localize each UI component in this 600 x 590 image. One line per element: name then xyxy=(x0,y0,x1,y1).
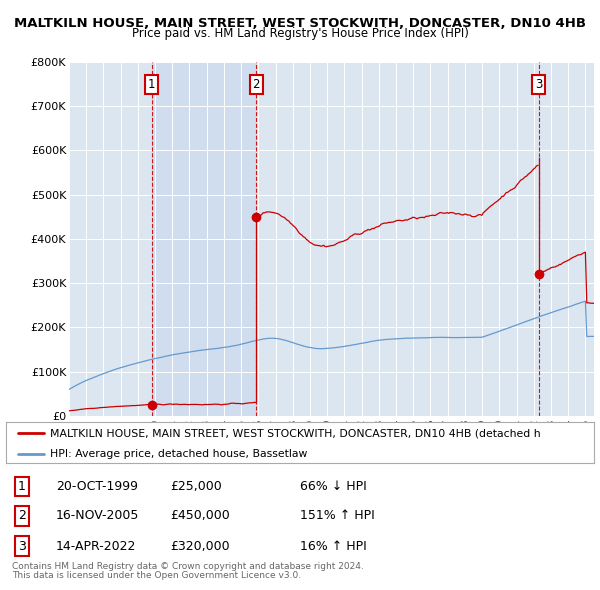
Text: Contains HM Land Registry data © Crown copyright and database right 2024.: Contains HM Land Registry data © Crown c… xyxy=(12,562,364,571)
Text: 1: 1 xyxy=(148,77,155,91)
Text: MALTKILN HOUSE, MAIN STREET, WEST STOCKWITH, DONCASTER, DN10 4HB: MALTKILN HOUSE, MAIN STREET, WEST STOCKW… xyxy=(14,17,586,30)
Text: 66% ↓ HPI: 66% ↓ HPI xyxy=(300,480,367,493)
Text: Price paid vs. HM Land Registry's House Price Index (HPI): Price paid vs. HM Land Registry's House … xyxy=(131,27,469,40)
Text: 20-OCT-1999: 20-OCT-1999 xyxy=(56,480,138,493)
Text: £25,000: £25,000 xyxy=(170,480,223,493)
Text: 1: 1 xyxy=(18,480,26,493)
Text: 16% ↑ HPI: 16% ↑ HPI xyxy=(300,539,367,553)
Text: 14-APR-2022: 14-APR-2022 xyxy=(56,539,136,553)
Text: 2: 2 xyxy=(253,77,260,91)
Text: 2: 2 xyxy=(18,509,26,523)
Text: 151% ↑ HPI: 151% ↑ HPI xyxy=(300,509,375,523)
Text: £450,000: £450,000 xyxy=(170,509,230,523)
Text: 3: 3 xyxy=(535,77,542,91)
Text: £320,000: £320,000 xyxy=(170,539,230,553)
Text: This data is licensed under the Open Government Licence v3.0.: This data is licensed under the Open Gov… xyxy=(12,571,301,580)
Text: MALTKILN HOUSE, MAIN STREET, WEST STOCKWITH, DONCASTER, DN10 4HB (detached h: MALTKILN HOUSE, MAIN STREET, WEST STOCKW… xyxy=(50,428,541,438)
Bar xyxy=(152,62,256,416)
Text: 16-NOV-2005: 16-NOV-2005 xyxy=(56,509,139,523)
Text: 3: 3 xyxy=(18,539,26,553)
Text: HPI: Average price, detached house, Bassetlaw: HPI: Average price, detached house, Bass… xyxy=(50,449,307,459)
